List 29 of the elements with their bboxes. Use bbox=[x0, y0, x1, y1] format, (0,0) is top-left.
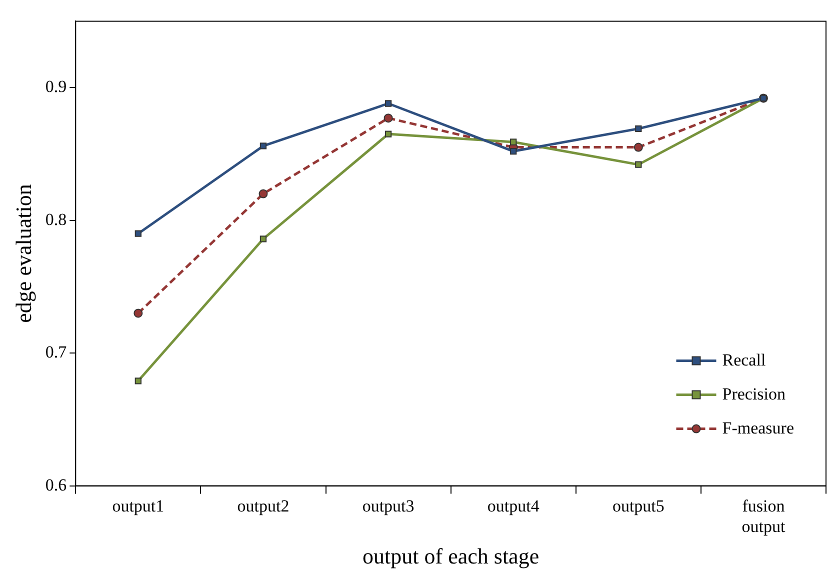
legend-label: Recall bbox=[722, 350, 766, 370]
y-tick-label: 0.6 bbox=[45, 475, 67, 494]
point bbox=[635, 125, 642, 132]
point bbox=[258, 189, 268, 198]
point bbox=[260, 236, 267, 242]
x-tick-label: fusion output bbox=[742, 496, 786, 536]
point bbox=[134, 230, 142, 237]
x-tick-label: output4 bbox=[487, 496, 540, 516]
point bbox=[510, 148, 517, 155]
x-axis-title: output of each stage bbox=[362, 544, 540, 569]
point bbox=[134, 308, 143, 318]
y-tick-label: 0.9 bbox=[45, 77, 67, 96]
point bbox=[510, 138, 517, 146]
point bbox=[635, 161, 642, 168]
y-axis-title: edge evaluation bbox=[10, 184, 36, 323]
y-tick-label: 0.8 bbox=[45, 210, 67, 229]
x-tick-label: output5 bbox=[612, 496, 664, 516]
x-tick-label: output3 bbox=[362, 496, 414, 516]
point bbox=[260, 142, 267, 150]
y-tick-label: 0.7 bbox=[45, 342, 68, 362]
point bbox=[384, 114, 393, 123]
legend-label: F-measure bbox=[722, 418, 794, 438]
x-tick-label: output1 bbox=[112, 496, 164, 516]
x-tick-label: output2 bbox=[237, 496, 290, 516]
legend-label: Precision bbox=[722, 384, 786, 404]
point bbox=[384, 100, 392, 107]
point bbox=[134, 378, 142, 384]
point bbox=[634, 142, 643, 152]
point bbox=[384, 130, 392, 138]
